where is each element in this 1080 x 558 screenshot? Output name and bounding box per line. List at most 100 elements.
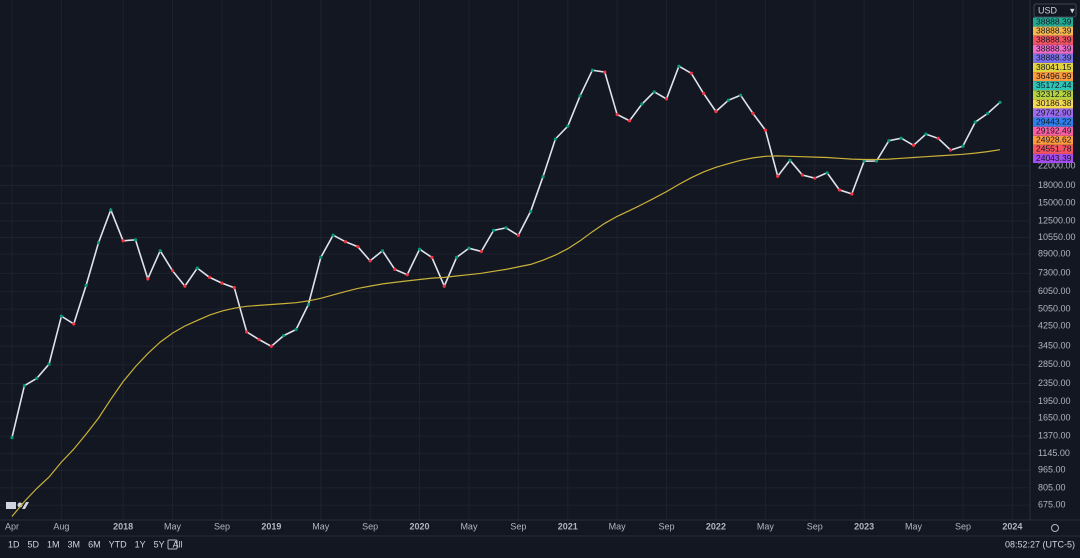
price-point bbox=[516, 233, 520, 237]
price-point bbox=[319, 255, 323, 259]
y-tick-label: 4250.00 bbox=[1038, 320, 1071, 330]
x-tick-label: May bbox=[164, 521, 182, 531]
price-tag bbox=[1033, 135, 1073, 145]
price-point bbox=[739, 93, 743, 97]
price-tag bbox=[1033, 99, 1073, 109]
price-tag bbox=[1033, 44, 1073, 54]
timeframe-button[interactable]: All bbox=[173, 539, 183, 549]
price-point bbox=[615, 112, 619, 117]
timeframe-button[interactable]: 5Y bbox=[154, 539, 165, 549]
y-tick-label: 22000.00 bbox=[1038, 160, 1076, 170]
y-tick-label: 15000.00 bbox=[1038, 198, 1076, 208]
timeframe-button[interactable]: 1D bbox=[8, 539, 20, 549]
timeframe-button[interactable]: 1Y bbox=[135, 539, 146, 549]
dropdown-arrow: ▾ bbox=[1070, 5, 1075, 15]
series-line bbox=[11, 149, 1001, 517]
price-point bbox=[208, 275, 212, 279]
price-point bbox=[702, 91, 706, 96]
price-tag-label: 38888.39 bbox=[1036, 25, 1072, 35]
price-point bbox=[22, 384, 26, 388]
settings-icon[interactable] bbox=[1051, 524, 1059, 532]
price-point bbox=[553, 137, 558, 141]
price-point bbox=[949, 148, 953, 152]
price-point bbox=[232, 286, 236, 290]
price-point bbox=[800, 173, 805, 177]
x-tick-label: May bbox=[757, 521, 775, 531]
price-point bbox=[751, 111, 755, 116]
price-point bbox=[220, 281, 224, 285]
price-point bbox=[467, 246, 471, 250]
x-tick-label: 2023 bbox=[854, 521, 874, 531]
price-tag-label: 24043.39 bbox=[1036, 153, 1072, 163]
price-point bbox=[899, 136, 903, 140]
price-tag bbox=[1033, 90, 1073, 100]
price-tag bbox=[1033, 81, 1073, 91]
price-tag-label: 29443.22 bbox=[1036, 116, 1072, 126]
price-tag-label: 35172.44 bbox=[1036, 80, 1072, 90]
x-tick-label: Sep bbox=[214, 521, 230, 531]
price-point bbox=[47, 362, 51, 366]
y-tick-label: 2850.00 bbox=[1038, 359, 1071, 369]
price-point bbox=[269, 344, 273, 348]
x-tick-label: May bbox=[609, 521, 627, 531]
price-point bbox=[936, 136, 940, 140]
price-point bbox=[627, 119, 632, 123]
timeframe-button[interactable]: 5D bbox=[28, 539, 40, 549]
price-point bbox=[566, 124, 570, 128]
price-point bbox=[763, 128, 767, 132]
price-point bbox=[294, 327, 298, 332]
timeframe-button[interactable]: 1M bbox=[47, 539, 60, 549]
price-point bbox=[109, 208, 113, 212]
price-point bbox=[590, 68, 595, 72]
y-tick-label: 805.00 bbox=[1038, 482, 1066, 492]
currency-select[interactable]: USD ▾ bbox=[1033, 3, 1077, 18]
price-point bbox=[356, 245, 360, 249]
timeframe-button[interactable]: YTD bbox=[109, 539, 128, 549]
price-point bbox=[492, 228, 496, 232]
price-point bbox=[986, 111, 990, 116]
price-tag bbox=[1033, 126, 1073, 136]
price-tag bbox=[1033, 26, 1073, 36]
price-point bbox=[35, 376, 39, 381]
price-point bbox=[10, 435, 14, 440]
price-point bbox=[183, 284, 187, 288]
price-point bbox=[84, 283, 88, 287]
price-point bbox=[825, 171, 829, 175]
grid bbox=[0, 0, 1030, 520]
timeframe-button[interactable]: 6M bbox=[88, 539, 101, 549]
price-tag bbox=[1033, 144, 1073, 154]
price-tag-label: 24928.62 bbox=[1036, 135, 1072, 145]
price-point bbox=[603, 70, 607, 74]
price-point bbox=[121, 239, 125, 243]
price-point bbox=[72, 322, 76, 326]
y-tick-label: 5050.00 bbox=[1038, 304, 1071, 314]
price-point bbox=[677, 64, 681, 68]
x-tick-label: Sep bbox=[807, 521, 823, 531]
price-tag-label: 38888.39 bbox=[1036, 44, 1072, 54]
date-range-icon[interactable] bbox=[167, 539, 178, 550]
price-point bbox=[541, 175, 545, 179]
price-point bbox=[726, 98, 730, 102]
timeframe-button[interactable]: 3M bbox=[68, 539, 81, 549]
y-tick-label: 965.00 bbox=[1038, 465, 1066, 475]
price-point bbox=[96, 241, 101, 245]
price-point bbox=[961, 144, 965, 148]
y-tick-label: 18000.00 bbox=[1038, 180, 1076, 190]
x-tick-label: May bbox=[905, 521, 923, 531]
price-tag bbox=[1033, 63, 1073, 72]
price-point bbox=[257, 337, 261, 342]
price-point bbox=[529, 209, 533, 213]
price-point bbox=[714, 109, 718, 114]
price-point bbox=[430, 255, 434, 259]
x-tick-label: May bbox=[312, 521, 330, 531]
x-tick-label: Aug bbox=[53, 521, 69, 531]
price-point bbox=[343, 240, 348, 244]
currency-label[interactable]: USD bbox=[1038, 5, 1058, 15]
price-point bbox=[195, 266, 199, 270]
x-tick-label: 2020 bbox=[410, 521, 430, 531]
x-tick-label: Sep bbox=[659, 521, 675, 531]
price-point bbox=[170, 269, 175, 273]
price-point bbox=[578, 94, 582, 98]
